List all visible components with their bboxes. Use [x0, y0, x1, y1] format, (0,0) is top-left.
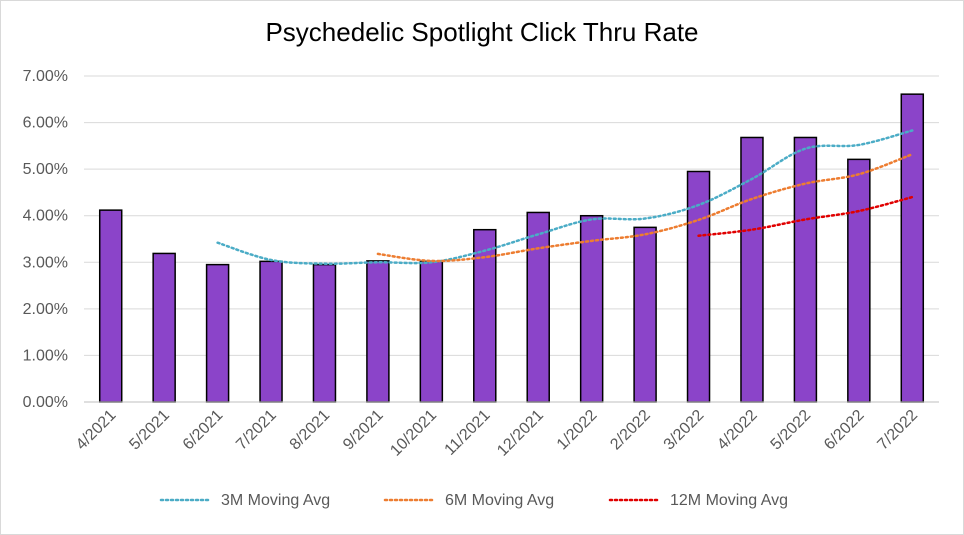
- y-tick-label: 3.00%: [23, 254, 68, 271]
- y-tick-label: 4.00%: [23, 208, 68, 225]
- x-tick-label: 10/2021: [387, 407, 440, 460]
- x-tick-label: 5/2021: [126, 407, 173, 454]
- bar: [579, 214, 604, 403]
- bar: [793, 136, 818, 403]
- y-tick-label: 5.00%: [23, 161, 68, 178]
- legend: 3M Moving Avg 6M Moving Avg 12M Moving Avg: [159, 492, 788, 509]
- bar: [259, 260, 283, 403]
- bar: [900, 93, 925, 403]
- x-tick-label: 7/2022: [874, 407, 921, 454]
- bar: [312, 263, 337, 403]
- x-tick-label: 8/2021: [287, 407, 334, 454]
- bar: [740, 136, 764, 403]
- x-tick-label: 12/2021: [494, 407, 547, 460]
- y-tick-label: 1.00%: [23, 347, 68, 364]
- y-tick-label: 6.00%: [23, 115, 68, 132]
- x-tick-label: 2/2022: [607, 407, 654, 454]
- bar: [419, 260, 444, 403]
- bar: [152, 252, 176, 403]
- bar: [847, 158, 871, 403]
- moving-avg-line: [697, 195, 914, 237]
- y-axis: 0.00% 1.00% 2.00% 3.00% 4.00% 5.00% 6.00% 7.00%: [23, 68, 68, 411]
- y-tick-label: 2.00%: [23, 301, 68, 318]
- bars-layer: [98, 93, 925, 403]
- x-tick-label: 4/2022: [714, 407, 761, 454]
- legend-label: 6M Moving Avg: [445, 492, 554, 509]
- chart-title: Psychedelic Spotlight Click Thru Rate: [265, 17, 699, 47]
- x-tick-label: 9/2021: [340, 407, 387, 454]
- x-axis: 4/2021 5/2021 6/2021 7/2021 8/2021 9/2021 10/2…: [73, 401, 939, 460]
- legend-label: 3M Moving Avg: [221, 492, 330, 509]
- x-tick-label: 5/2022: [768, 407, 815, 454]
- x-tick-label: 6/2021: [180, 407, 227, 454]
- bar: [633, 226, 657, 403]
- x-tick-label: 4/2021: [73, 407, 120, 454]
- lines-layer: [216, 129, 914, 265]
- moving-avg-line: [376, 152, 914, 263]
- bar: [98, 209, 123, 403]
- x-tick-label: 6/2022: [821, 407, 868, 454]
- y-tick-label: 0.00%: [23, 394, 68, 411]
- bar: [366, 260, 390, 403]
- bar: [526, 211, 550, 403]
- x-tick-label: 7/2021: [233, 407, 280, 454]
- moving-avg-line: [216, 129, 914, 265]
- legend-label: 12M Moving Avg: [670, 492, 788, 509]
- y-tick-label: 7.00%: [23, 68, 68, 85]
- x-tick-label: 11/2021: [442, 407, 494, 459]
- x-tick-label: 1/2022: [554, 407, 601, 454]
- x-tick-label: 3/2022: [661, 407, 708, 454]
- bar: [205, 263, 230, 403]
